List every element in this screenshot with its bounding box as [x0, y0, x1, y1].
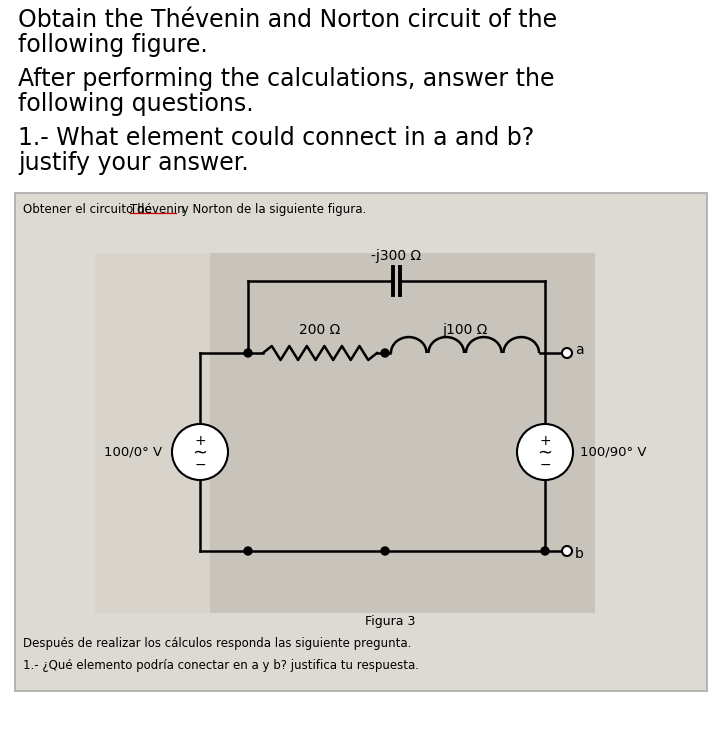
Text: +: + [194, 434, 206, 448]
Circle shape [381, 349, 389, 357]
Circle shape [541, 547, 549, 555]
Text: 100/90° V: 100/90° V [580, 446, 647, 458]
Text: following questions.: following questions. [18, 92, 253, 116]
Text: b: b [575, 547, 584, 561]
Text: ∼: ∼ [192, 444, 207, 462]
Text: a: a [575, 343, 584, 357]
Circle shape [244, 349, 252, 357]
Bar [15, 193, 707, 691]
Text: 1.- What element could connect in a and b?: 1.- What element could connect in a and … [18, 126, 534, 150]
Text: -j300 Ω: -j300 Ω [372, 249, 422, 263]
Bar [0, 0, 720, 213]
Text: 1.- ¿Qué elemento podría conectar en a y b? justifica tu respuesta.: 1.- ¿Qué elemento podría conectar en a y… [23, 660, 419, 672]
Text: −: − [539, 458, 551, 472]
Circle shape [381, 547, 389, 555]
Text: Thévenin: Thévenin [130, 203, 184, 216]
Circle shape [244, 547, 252, 555]
Circle shape [517, 424, 573, 480]
Text: 100/0° V: 100/0° V [104, 446, 162, 458]
Text: Después de realizar los cálculos responda las siguiente pregunta.: Después de realizar los cálculos respond… [23, 637, 411, 649]
Text: justify your answer.: justify your answer. [18, 151, 248, 175]
Bar [95, 253, 595, 613]
Circle shape [172, 424, 228, 480]
Text: following figure.: following figure. [18, 33, 208, 57]
Text: Obtener el circuito de: Obtener el circuito de [23, 203, 156, 216]
Text: Obtain the Thévenin and Norton circuit of the: Obtain the Thévenin and Norton circuit o… [18, 8, 557, 32]
Text: y Norton de la siguiente figura.: y Norton de la siguiente figura. [178, 203, 366, 216]
Text: Figura 3: Figura 3 [365, 614, 415, 628]
Circle shape [562, 348, 572, 358]
Bar [95, 253, 210, 613]
Text: 200 Ω: 200 Ω [300, 323, 341, 337]
Text: −: − [194, 458, 206, 472]
Circle shape [562, 546, 572, 556]
Text: ∼: ∼ [537, 444, 552, 462]
Text: +: + [539, 434, 551, 448]
Text: j100 Ω: j100 Ω [442, 323, 487, 337]
Text: After performing the calculations, answer the: After performing the calculations, answe… [18, 67, 554, 91]
